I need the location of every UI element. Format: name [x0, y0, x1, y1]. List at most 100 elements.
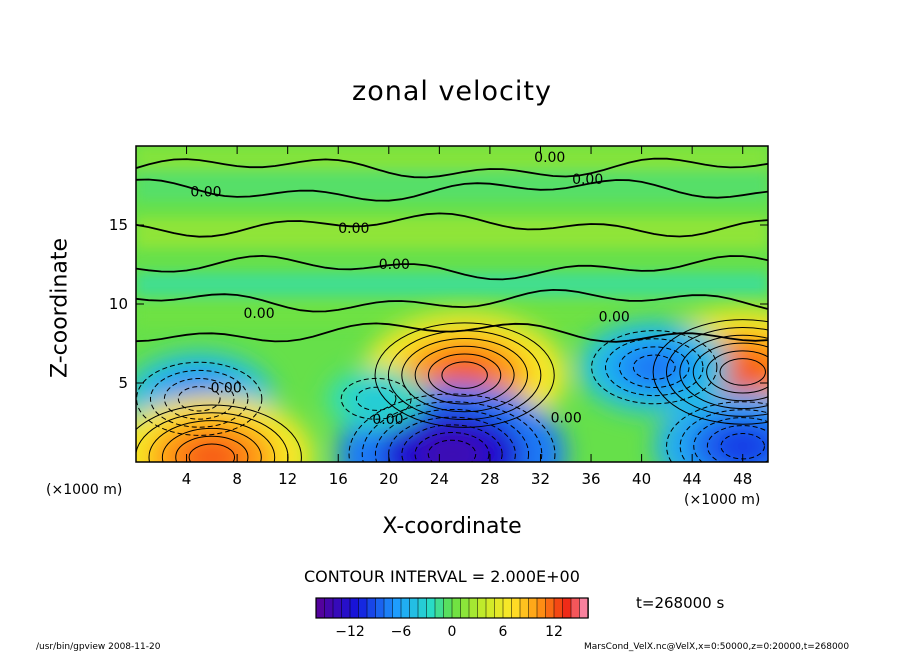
contour-line [401, 424, 503, 462]
colorbar-cell [494, 597, 504, 619]
x-unit-left: (×1000 m) [46, 482, 123, 498]
footer-left: /usr/bin/gpview 2008-11-20 [36, 642, 161, 652]
contour-label: 0.00 [599, 309, 630, 325]
zero-contour [136, 288, 768, 313]
contour-line [414, 432, 490, 462]
field-blob-core [360, 388, 392, 409]
colorbar-cell [468, 597, 479, 619]
x-unit-right: (×1000 m) [684, 492, 761, 508]
colorbar-cell [528, 597, 538, 619]
contour-label: 0.00 [379, 257, 410, 273]
contour-label: 0.00 [338, 221, 369, 237]
x-tick-label: 40 [632, 470, 651, 488]
colorbar-tick-label: −12 [335, 624, 365, 640]
contour-line [679, 334, 768, 410]
contour-line [706, 350, 768, 394]
x-tick-label: 28 [480, 470, 499, 488]
zero-contour [136, 157, 768, 179]
colorbar-cell [383, 597, 394, 619]
field-band [136, 146, 768, 170]
colorbar-cell [434, 597, 445, 619]
zero-contour [136, 212, 768, 238]
x-tick-label: 24 [430, 470, 449, 488]
colorbar-cell [553, 597, 564, 619]
x-axis-label: X-coordinate [382, 514, 522, 539]
x-tick-label: 20 [379, 470, 398, 488]
contour-label: 0.00 [572, 172, 603, 188]
colorbar-cell [417, 597, 428, 619]
contour-line [428, 353, 502, 397]
colorbar-cell [324, 597, 334, 619]
colorbar-cell [375, 597, 385, 619]
colorbar-cell [562, 597, 572, 619]
contour-label: 0.00 [211, 380, 242, 396]
colorbar-cell [477, 597, 487, 619]
colorbar-cell [341, 597, 351, 619]
x-tick-label: 4 [182, 470, 192, 488]
colorbar-tick-label: 6 [499, 624, 508, 640]
colorbar-cell [460, 597, 470, 619]
colorbar-frame [315, 597, 589, 619]
field-blob-core [631, 352, 678, 383]
contour-line [361, 401, 543, 462]
contour-line [591, 330, 718, 405]
contour-line [427, 439, 477, 462]
contour-line [161, 427, 262, 462]
time-text: t=268000 s [636, 594, 725, 612]
colorbar-cell [400, 597, 411, 619]
contour-line [692, 342, 768, 402]
colorbar-cell [451, 597, 462, 619]
heatmap-area: 0.00 0.00 0.00 0.00 0.00 0.00 0.00 0.00 0.00 0.00 [136, 146, 768, 462]
contour-line [719, 358, 766, 386]
colorbar-cell [511, 597, 521, 619]
colorbar-cell [502, 597, 513, 619]
contour-line [374, 408, 530, 462]
contour-label: 0.00 [190, 185, 221, 201]
colorbar-cell [545, 597, 555, 619]
colorbar-cell [366, 597, 377, 619]
x-tick-label: 12 [278, 470, 297, 488]
contour-line [177, 386, 221, 412]
contour-line [188, 443, 236, 462]
contour-label: 0.00 [551, 411, 582, 427]
contour-label: 0.00 [534, 150, 565, 166]
contour-line [374, 322, 555, 428]
colorbar-cell [519, 597, 530, 619]
contour-line [401, 337, 528, 413]
y-axis-label: Z-coordinate [47, 238, 73, 378]
field-band [136, 272, 768, 297]
x-tick-label: 44 [683, 470, 702, 488]
contour-line [632, 354, 676, 380]
x-tick-label: 8 [232, 470, 242, 488]
y-tick-label: 15 [109, 216, 128, 234]
colorbar-cell [536, 597, 547, 619]
contour-line [441, 361, 488, 389]
x-tick-label: 32 [531, 470, 550, 488]
contour-line [605, 338, 704, 397]
contour-line [414, 345, 515, 405]
colorbar-tick-label: −6 [391, 624, 412, 640]
contour-line [618, 346, 690, 389]
field-blob-core [416, 431, 488, 462]
contour-label: 0.00 [372, 412, 403, 428]
colorbar-cell [485, 597, 496, 619]
contour-line [652, 319, 768, 425]
zero-contour [136, 322, 768, 343]
colorbar-cell [409, 597, 419, 619]
contour-interval-text: CONTOUR INTERVAL = 2.000E+00 [304, 567, 580, 586]
footer-right: MarsCond_VelX.nc@VelX,x=0:50000,z=0:2000… [584, 642, 850, 652]
contour-line [175, 435, 249, 462]
y-tick-label: 5 [118, 374, 128, 392]
contour-line [355, 386, 397, 411]
contour-line [136, 361, 263, 436]
contour-line [340, 377, 412, 420]
x-tick-label: 48 [733, 470, 752, 488]
field-band [136, 217, 768, 249]
colorbar-cell [358, 597, 368, 619]
colorbar-cell [349, 597, 360, 619]
y-tick-label: 10 [109, 295, 128, 313]
x-tick-label: 16 [329, 470, 348, 488]
contour-line [666, 326, 768, 417]
zero-contour [136, 254, 768, 281]
